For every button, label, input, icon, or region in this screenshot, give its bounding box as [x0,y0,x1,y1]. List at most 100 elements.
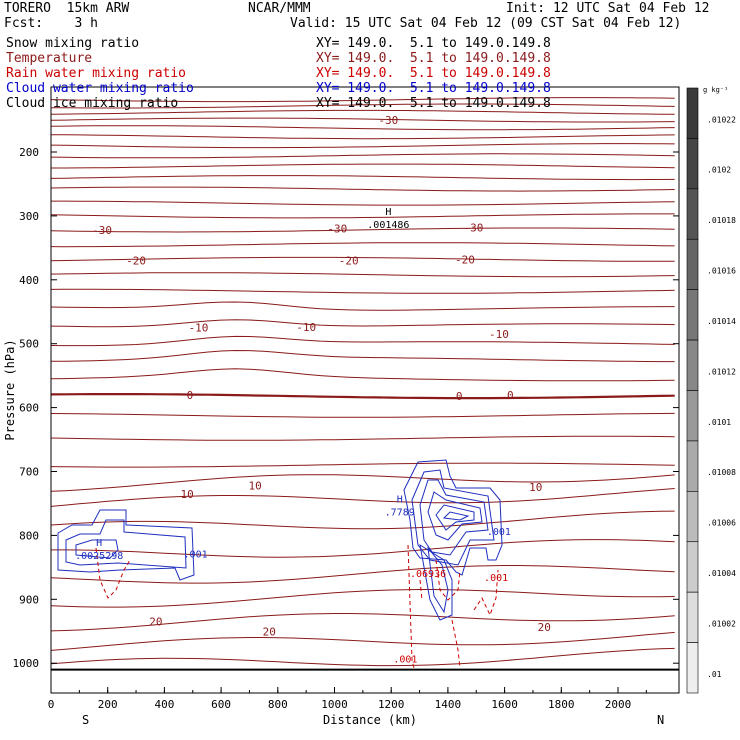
isotherm-line [50,117,675,123]
isotherm-line [50,462,675,468]
colorbar-label: .01006 [707,519,736,528]
cloud-water-contour [57,509,195,581]
isotherm-line [50,242,675,248]
x-end-right: N [657,713,664,727]
isotherm-line [50,412,675,418]
isotherm-line [50,335,675,347]
legend-xy-temperature: XY= 149.0. 5.1 to 149.0.149.8 [316,51,551,66]
isotherm-line [50,393,675,400]
y-tick-label: 1000 [13,657,40,670]
colorbar-swatch [686,188,699,240]
extremum-value: .7789 [385,508,415,519]
x-tick-label: 400 [154,698,174,711]
isotherm-line [50,213,675,219]
colorbar-swatch [686,238,699,290]
legend-label-snow: Snow mixing ratio [6,36,140,51]
x-tick-label: 800 [268,698,288,711]
colorbar-swatch [686,440,699,492]
forecast-hour: Fcst: 3 h [4,16,98,31]
x-tick-label: 1000 [321,698,348,711]
extremum-marker: H [397,495,403,506]
isotherm-label: -30 [378,114,398,127]
colorbar-unit: g kg⁻¹ [703,86,728,94]
colorbar-swatch [686,591,699,643]
isotherm-line [50,631,675,651]
isotherm-line [50,97,675,103]
isotherm-line [51,200,675,206]
colorbar-label: .01022 [707,115,736,124]
isotherm-label: -10 [296,321,316,334]
cloud-water-contour [65,519,187,569]
isotherm-line [50,565,675,584]
valid-time: Valid: 15 UTC Sat 04 Feb 12 (09 CST Sat … [290,16,682,31]
cloud-water-contour [442,511,470,521]
x-axis-label: Distance (km) [323,713,417,727]
extremum-marker: H [96,538,102,549]
isotherm-label: 20 [538,621,551,634]
colorbar-label: .01014 [707,317,736,326]
isotherm-line [50,474,675,492]
x-tick-label: 1400 [435,698,462,711]
plot-frame [50,86,680,694]
x-tick-label: 600 [211,698,231,711]
legend-xy-snow: XY= 149.0. 5.1 to 149.0.149.8 [316,36,551,51]
y-tick-label: 600 [19,402,39,415]
isotherm-line [50,272,675,278]
init-time: Init: 12 UTC Sat 04 Feb 12 [506,1,710,16]
rain-contour [419,579,423,601]
colorbar-label: .01012 [707,367,736,376]
legend-xy-cloud-ice: XY= 149.0. 5.1 to 149.0.149.8 [316,96,551,111]
isotherm-label: -10 [188,322,208,335]
isotherm-line [50,125,675,131]
colorbar-swatch [686,339,699,391]
y-tick-label: 300 [19,210,39,223]
isotherm-label: -20 [339,255,359,268]
field-contour-label: .06936 [410,569,446,580]
x-tick-label: 200 [98,698,118,711]
isotherm-line [50,227,675,233]
cloud-water-contour [75,539,119,559]
field-contour-label: .001 [184,549,208,560]
rain-contour [451,619,461,669]
x-tick-label: 1800 [548,698,575,711]
y-tick-label: 700 [19,466,39,479]
isotherm-label: -20 [455,253,475,266]
y-tick-label: 200 [19,146,39,159]
isotherm-line [50,349,675,363]
isotherm-line [50,488,675,507]
isotherm-line [50,319,675,328]
legend-xy-cloud-water: XY= 149.0. 5.1 to 149.0.149.8 [316,81,551,96]
legend-xy-rain: XY= 149.0. 5.1 to 149.0.149.8 [316,66,551,81]
isotherm-label: 20 [149,616,162,629]
field-contour-label: .001 [484,573,508,584]
isotherm-line [50,186,675,192]
isotherm-line [50,134,675,140]
center-title: NCAR/MMM [248,1,311,16]
isotherm-line [50,589,675,608]
y-tick-label: 800 [19,529,39,542]
colorbar-label: .01 [707,670,722,679]
colorbar-label: .01016 [707,267,736,276]
colorbar-swatch [686,491,699,543]
colorbar-label: .01002 [707,619,736,628]
y-axis-label: Pressure (hPa) [3,339,17,440]
colorbar-swatch [686,642,699,694]
isotherm-line [50,256,675,262]
x-end-left: S [82,713,89,727]
isotherm-line [50,510,675,530]
legend-label-cloud-ice: Cloud ice mixing ratio [6,96,179,111]
isotherm-line [50,143,675,149]
isotherm-line [50,435,675,441]
y-tick-label: 900 [19,593,39,606]
y-tick-label: 400 [19,274,39,287]
axes: 0 200 400 600 800 1000 1200 1400 1600 1800 2000200… [13,146,679,711]
isotherm-label: 0 [456,390,463,403]
cloud-water-contour [427,491,483,541]
extremum-value: .001486 [367,220,409,231]
isotherm-line [50,368,675,382]
colorbar-label: .0101 [707,418,731,427]
legend-label-temperature: Temperature [6,51,93,66]
isotherm-label: -30 [327,223,347,236]
isotherm-line [51,539,675,558]
legend-label-rain: Rain water mixing ratio [6,66,187,81]
